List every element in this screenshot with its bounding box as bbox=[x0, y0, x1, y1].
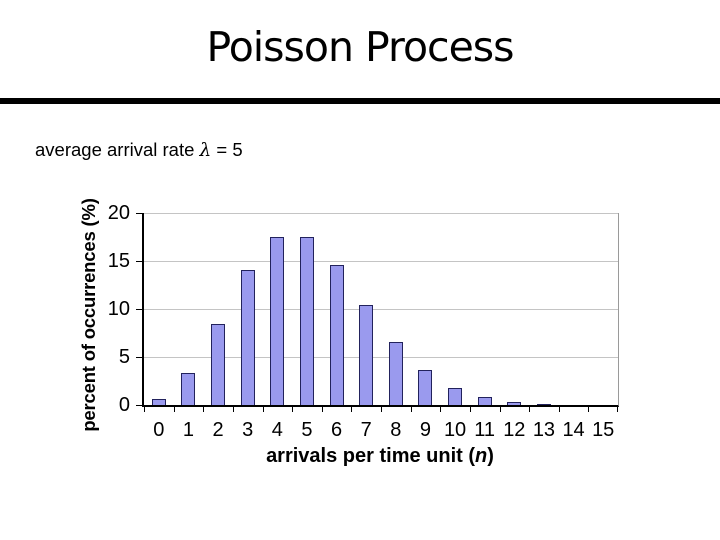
x-tick-label-3: 3 bbox=[242, 419, 254, 441]
x-tick-label-1: 1 bbox=[182, 419, 194, 441]
bar-7 bbox=[359, 304, 374, 405]
y-tick-label-0: 0 bbox=[118, 394, 130, 416]
bar-5 bbox=[299, 236, 314, 405]
x-tick-mark-8 bbox=[381, 407, 382, 412]
title-divider-line bbox=[0, 98, 720, 104]
bar-1 bbox=[181, 372, 196, 405]
y-tick-label-5: 5 bbox=[118, 346, 130, 368]
x-tick-label-4: 4 bbox=[271, 419, 283, 441]
gridline-y-5 bbox=[144, 357, 618, 358]
x-tick-mark-5 bbox=[292, 407, 294, 412]
y-tick-mark-20 bbox=[136, 213, 142, 214]
n-variable: n bbox=[475, 445, 488, 467]
x-tick-mark-16 bbox=[617, 407, 618, 412]
subtitle-suffix: = 5 bbox=[216, 139, 243, 160]
y-tick-label-10: 10 bbox=[107, 298, 130, 320]
x-tick-mark-13 bbox=[529, 407, 531, 412]
x-tick-mark-2 bbox=[203, 407, 205, 412]
x-tick-label-6: 6 bbox=[331, 419, 343, 441]
x-tick-mark-1 bbox=[173, 407, 175, 412]
x-tick-mark-9 bbox=[410, 407, 412, 412]
y-tick-label-20: 20 bbox=[107, 202, 130, 224]
subtitle-prefix: average arrival rate bbox=[35, 139, 195, 160]
x-tick-label-15: 15 bbox=[592, 419, 615, 441]
bar-11 bbox=[477, 397, 492, 405]
plot-area: 0 5 10 15 20 0 1 2 3 4 5 6 7 8 9 10 11 12 13 14 15 bbox=[108, 202, 619, 441]
gridline-y-20 bbox=[144, 213, 618, 214]
bar-10 bbox=[448, 387, 463, 405]
y-tick-mark-5 bbox=[136, 357, 142, 358]
slide-title: Poisson Process bbox=[206, 23, 514, 71]
bar-12 bbox=[507, 401, 522, 405]
x-tick-mark-7 bbox=[351, 407, 353, 412]
x-tick-label-2: 2 bbox=[212, 419, 224, 441]
bar-8 bbox=[388, 342, 403, 405]
bar-2 bbox=[211, 324, 226, 405]
x-tick-mark-12 bbox=[499, 407, 501, 412]
x-tick-label-14: 14 bbox=[562, 419, 585, 441]
x-tick-mark-4 bbox=[262, 407, 264, 412]
lambda-symbol: λ bbox=[199, 140, 212, 161]
x-axis-title-suffix: ) bbox=[487, 445, 494, 467]
gridline-y-15 bbox=[144, 261, 618, 262]
x-tick-mark-11 bbox=[469, 407, 471, 412]
x-tick-mark-10 bbox=[440, 407, 442, 412]
x-axis-title: arrivals per time unit (n) bbox=[142, 444, 618, 468]
x-tick-label-9: 9 bbox=[419, 419, 431, 441]
subtitle-text: average arrival rate λ = 5 bbox=[35, 138, 243, 163]
bar-3 bbox=[240, 270, 255, 405]
bar-13 bbox=[536, 403, 551, 405]
y-tick-mark-15 bbox=[136, 261, 142, 262]
x-tick-label-11: 11 bbox=[474, 419, 496, 441]
y-tick-mark-10 bbox=[136, 309, 142, 310]
x-tick-label-5: 5 bbox=[301, 419, 313, 441]
bar-9 bbox=[418, 370, 433, 405]
x-tick-mark-14 bbox=[558, 407, 560, 412]
x-tick-mark-6 bbox=[321, 407, 323, 412]
gridline-y-10 bbox=[144, 309, 618, 310]
x-tick-label-7: 7 bbox=[360, 419, 372, 441]
x-tick-mark-3 bbox=[232, 407, 234, 412]
x-tick-label-13: 13 bbox=[532, 419, 556, 441]
x-tick-label-8: 8 bbox=[390, 419, 402, 441]
x-tick-label-10: 10 bbox=[443, 419, 467, 441]
x-tick-label-0: 0 bbox=[153, 419, 165, 441]
x-tick-label-12: 12 bbox=[503, 419, 526, 441]
x-axis-title-prefix: arrivals per time unit ( bbox=[266, 445, 476, 467]
x-tick-mark-15 bbox=[588, 407, 590, 412]
bar-0 bbox=[151, 398, 166, 405]
bar-6 bbox=[329, 264, 344, 405]
y-tick-mark-0 bbox=[136, 405, 142, 406]
bar-4 bbox=[270, 236, 285, 405]
x-tick-mark-0 bbox=[144, 407, 145, 412]
y-tick-label-15: 15 bbox=[107, 250, 130, 272]
